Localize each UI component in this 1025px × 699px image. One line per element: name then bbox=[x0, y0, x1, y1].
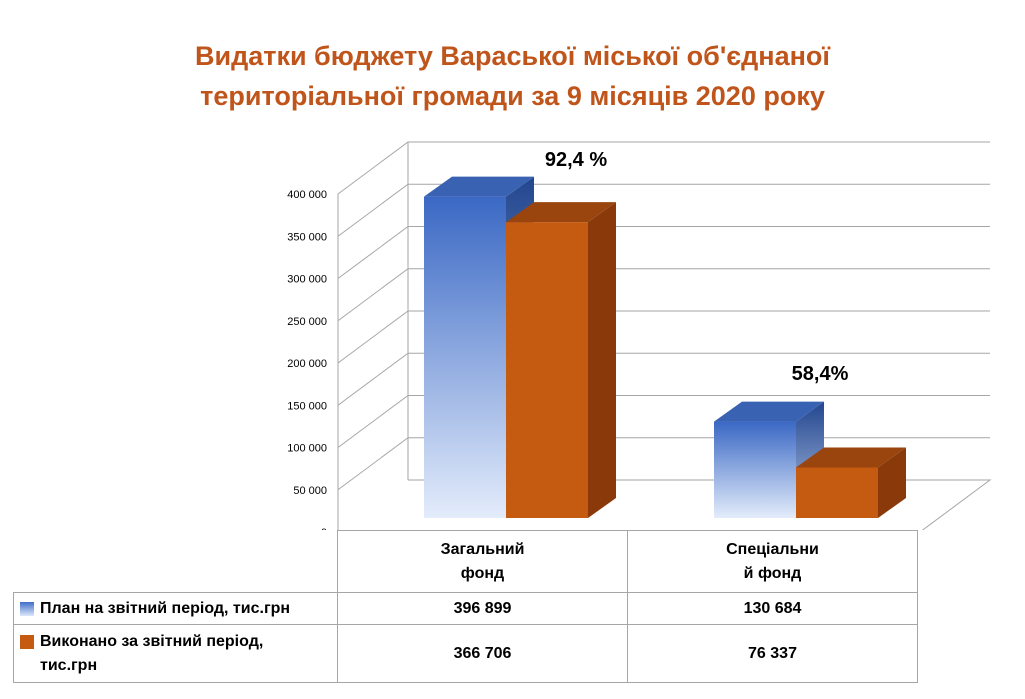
chart-walls bbox=[337, 141, 992, 530]
bar-plan-top bbox=[424, 176, 534, 197]
data-table: Загальний фонд Спеціальни й фонд План на… bbox=[13, 530, 918, 683]
floor-outline bbox=[408, 479, 992, 530]
bar-done-front bbox=[796, 467, 878, 518]
legend-plan: План на звітний період, тис.грн bbox=[13, 592, 338, 625]
bar-done-top bbox=[796, 447, 906, 468]
legend-label-plan: План на звітний період, тис.грн bbox=[40, 599, 291, 617]
legend-label-line: Виконано за звітний період, bbox=[40, 632, 264, 650]
bar-done-side bbox=[588, 202, 616, 518]
bar-done bbox=[796, 447, 906, 518]
gridline bbox=[337, 395, 990, 448]
y-tick-label: 200 000 bbox=[287, 358, 327, 370]
bar-plan-front bbox=[424, 196, 506, 518]
gridline bbox=[337, 268, 990, 322]
category-special-fund: Спеціальни й фонд bbox=[627, 530, 918, 593]
table-row-plan: План на звітний період, тис.грн 396 899 … bbox=[13, 592, 918, 625]
category-label: й фонд bbox=[743, 564, 802, 582]
category-general-fund: Загальний фонд bbox=[337, 530, 628, 593]
gridline bbox=[337, 226, 990, 279]
category-label: Загальний bbox=[440, 540, 525, 558]
data-label: 130 684 bbox=[627, 592, 918, 625]
y-tick-label: 300 000 bbox=[287, 274, 327, 286]
annotation-label: 92,4 % bbox=[545, 149, 607, 171]
y-tick-label: 150 000 bbox=[287, 400, 327, 412]
bar-done-side bbox=[878, 447, 906, 518]
legend-label-done: Виконано за звітний період, тис.грн bbox=[40, 630, 263, 678]
bar-plan-top bbox=[714, 401, 824, 422]
bar-done-top bbox=[506, 202, 616, 223]
gridline bbox=[337, 310, 990, 364]
bar-plan-front bbox=[714, 421, 796, 518]
y-tick-label: 100 000 bbox=[287, 443, 327, 455]
table-corner bbox=[14, 531, 338, 593]
annotation-label: 58,4% bbox=[792, 363, 849, 385]
legend-label-line: тис.грн bbox=[40, 656, 98, 674]
legend-key-done bbox=[20, 634, 34, 649]
y-axis: 0 50 000 100 000 150 000 200 000 250 000 300 0… bbox=[287, 189, 327, 530]
y-tick-label: 250 000 bbox=[287, 316, 327, 328]
table-row-done: Виконано за звітний період, тис.грн 366 … bbox=[13, 624, 918, 683]
gridline bbox=[337, 183, 990, 237]
data-label: 76 337 bbox=[627, 624, 918, 683]
category-label: Спеціальни bbox=[726, 540, 819, 558]
data-label: 396 899 bbox=[337, 592, 628, 625]
legend-key-plan bbox=[20, 601, 34, 616]
y-tick-label: 50 000 bbox=[293, 485, 327, 497]
y-tick-label: 350 000 bbox=[287, 231, 327, 243]
bar-done-front bbox=[506, 222, 588, 518]
category-label: фонд bbox=[460, 564, 505, 582]
category-row: Загальний фонд Спеціальни й фонд bbox=[14, 530, 918, 593]
annotations: 92,4 % 58,4% bbox=[545, 149, 849, 385]
chart-title: Видатки бюджету Вараської міської об'єдн… bbox=[0, 36, 1025, 116]
bar-done bbox=[506, 202, 616, 518]
bar-chart: 0 50 000 100 000 150 000 200 000 250 000 300 0… bbox=[287, 141, 992, 530]
chart-title-line-2: територіальної громади за 9 місяців 2020… bbox=[200, 81, 825, 111]
gridline bbox=[337, 352, 990, 406]
y-tick-label: 400 000 bbox=[287, 189, 327, 201]
data-label: 366 706 bbox=[337, 624, 628, 683]
y-tick-label: 0 bbox=[321, 527, 327, 530]
chart-title-line-1: Видатки бюджету Вараської міської об'єдн… bbox=[194, 41, 831, 71]
bars bbox=[424, 176, 906, 518]
legend-done: Виконано за звітний період, тис.грн bbox=[13, 624, 338, 683]
gridline bbox=[337, 141, 990, 195]
